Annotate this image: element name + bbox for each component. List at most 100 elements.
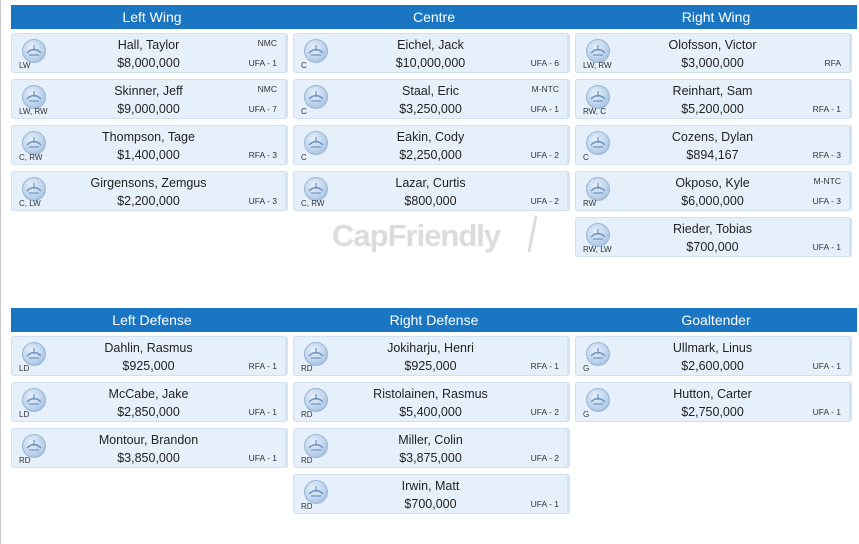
position-label: RD [301,456,313,465]
position-label: RW, C [583,107,606,116]
player-card[interactable]: Olofsson, Victor $3,000,000 LW, RW RFA [575,33,852,73]
cap-hit: $5,200,000 [681,102,744,116]
cap-hit: $2,750,000 [681,405,744,419]
cap-hit: $1,400,000 [117,148,180,162]
player-name-link[interactable]: Skinner, Jeff [114,84,183,98]
clause-badge: M-NTC [813,176,841,186]
contract-status: UFA - 1 [812,242,841,252]
position-label: C [301,153,307,162]
player-card[interactable]: Ullmark, Linus $2,600,000 G UFA - 1 [575,336,852,376]
player-card[interactable]: Dahlin, Rasmus $925,000 LD RFA - 1 [11,336,288,376]
player-name-link[interactable]: Okposo, Kyle [675,176,750,190]
cap-hit: $2,250,000 [399,148,462,162]
player-name-link[interactable]: Reinhart, Sam [672,84,753,98]
player-card[interactable]: Lazar, Curtis $800,000 C, RW UFA - 2 [293,171,570,211]
contract-status: UFA - 1 [530,499,559,509]
cap-hit: $800,000 [404,194,457,208]
team-logo-icon [586,342,610,366]
contract-status: UFA - 1 [812,407,841,417]
player-name-link[interactable]: Ullmark, Linus [672,341,753,355]
forwards-section: Left Wing Centre Right Wing Hall, Taylor… [11,5,857,263]
position-label: RD [301,502,313,511]
player-name-link[interactable]: Dahlin, Rasmus [104,341,193,355]
player-card[interactable]: McCabe, Jake $2,850,000 LD UFA - 1 [11,382,288,422]
contract-status: UFA - 1 [248,58,277,68]
cap-hit: $2,600,000 [681,359,744,373]
player-name-link[interactable]: Cozens, Dylan [671,130,754,144]
header-right-defense: Right Defense [389,312,479,328]
player-name-link[interactable]: Hutton, Carter [673,387,752,401]
contract-status: RFA - 1 [248,361,277,371]
player-card[interactable]: Okposo, Kyle $6,000,000 RW M-NTC UFA - 3 [575,171,852,211]
position-label: G [583,410,590,419]
player-card[interactable]: Ristolainen, Rasmus $5,400,000 RD UFA - 2 [293,382,570,422]
player-card[interactable]: Rieder, Tobias $700,000 RW, LW UFA - 1 [575,217,852,257]
contract-status: UFA - 2 [530,407,559,417]
player-name-link[interactable]: Eakin, Cody [396,130,465,144]
position-label: RD [301,410,313,419]
position-label: LW, RW [19,107,48,116]
player-card[interactable]: Eichel, Jack $10,000,000 C UFA - 6 [293,33,570,73]
player-name-link[interactable]: Eichel, Jack [397,38,464,52]
player-name-link[interactable]: Staal, Eric [402,84,459,98]
player-name-link[interactable]: Ristolainen, Rasmus [373,387,488,401]
player-name-link[interactable]: McCabe, Jake [108,387,189,401]
team-logo-icon [22,434,46,458]
cap-hit: $700,000 [686,240,739,254]
position-label: LW [19,61,31,70]
player-card[interactable]: Montour, Brandon $3,850,000 RD UFA - 1 [11,428,288,468]
player-name-link[interactable]: Olofsson, Victor [668,38,757,52]
team-logo-icon [304,480,328,504]
player-card[interactable]: Hutton, Carter $2,750,000 G UFA - 1 [575,382,852,422]
position-label: C, LW [19,199,41,208]
player-name-link[interactable]: Hall, Taylor [117,38,180,52]
player-name-link[interactable]: Irwin, Matt [401,479,460,493]
player-card[interactable]: Miller, Colin $3,875,000 RD UFA - 2 [293,428,570,468]
team-logo-icon [22,388,46,412]
contract-status: UFA - 1 [530,104,559,114]
team-logo-icon [586,388,610,412]
player-card[interactable]: Skinner, Jeff $9,000,000 LW, RW NMC UFA - 7 [11,79,288,119]
roster-column: Olofsson, Victor $3,000,000 LW, RW RFA Reinh… [575,33,857,263]
page-left-border [0,0,1,544]
player-name-link[interactable]: Lazar, Curtis [395,176,466,190]
player-card[interactable]: Jokiharju, Henri $925,000 RD RFA - 1 [293,336,570,376]
watermark-slash-mark [527,215,538,253]
player-card[interactable]: Girgensons, Zemgus $2,200,000 C, LW UFA - 3 [11,171,288,211]
cap-hit: $6,000,000 [681,194,744,208]
player-name-link[interactable]: Girgensons, Zemgus [90,176,207,190]
roster-column: Dahlin, Rasmus $925,000 LD RFA - 1 McCabe, J… [11,336,293,520]
cap-hit: $5,400,000 [399,405,462,419]
position-label: LD [19,410,30,419]
contract-status: RFA - 1 [812,104,841,114]
player-name-link[interactable]: Rieder, Tobias [673,222,752,236]
player-card[interactable]: Hall, Taylor $8,000,000 LW NMC UFA - 1 [11,33,288,73]
clause-badge: NMC [257,84,277,94]
roster-column: Hall, Taylor $8,000,000 LW NMC UFA - 1 Skinne… [11,33,293,263]
player-card[interactable]: Reinhart, Sam $5,200,000 RW, C RFA - 1 [575,79,852,119]
contract-status: UFA - 6 [530,58,559,68]
player-name-link[interactable]: Miller, Colin [398,433,463,447]
header-goaltender: Goaltender [681,312,751,328]
player-card[interactable]: Irwin, Matt $700,000 RD UFA - 1 [293,474,570,514]
contract-status: RFA - 3 [248,150,277,160]
player-card[interactable]: Staal, Eric $3,250,000 C M-NTC UFA - 1 [293,79,570,119]
cap-hit: $9,000,000 [117,102,180,116]
player-name-link[interactable]: Jokiharju, Henri [387,341,474,355]
team-logo-icon [304,177,328,201]
defense-columns: Dahlin, Rasmus $925,000 LD RFA - 1 McCabe, J… [11,336,857,520]
header-left-wing: Left Wing [122,9,182,25]
player-card[interactable]: Thompson, Tage $1,400,000 C, RW RFA - 3 [11,125,288,165]
player-name-link[interactable]: Thompson, Tage [102,130,195,144]
position-label: C [583,153,589,162]
player-card[interactable]: Cozens, Dylan $894,167 C RFA - 3 [575,125,852,165]
roster-column: Ullmark, Linus $2,600,000 G UFA - 1 Hutton, … [575,336,857,520]
team-logo-icon [304,434,328,458]
position-label: G [583,364,590,373]
team-logo-icon [22,39,46,63]
player-name-link[interactable]: Montour, Brandon [98,433,199,447]
player-card[interactable]: Eakin, Cody $2,250,000 C UFA - 2 [293,125,570,165]
contract-status: UFA - 2 [530,196,559,206]
cap-hit: $8,000,000 [117,56,180,70]
header-left-defense: Left Defense [112,312,192,328]
